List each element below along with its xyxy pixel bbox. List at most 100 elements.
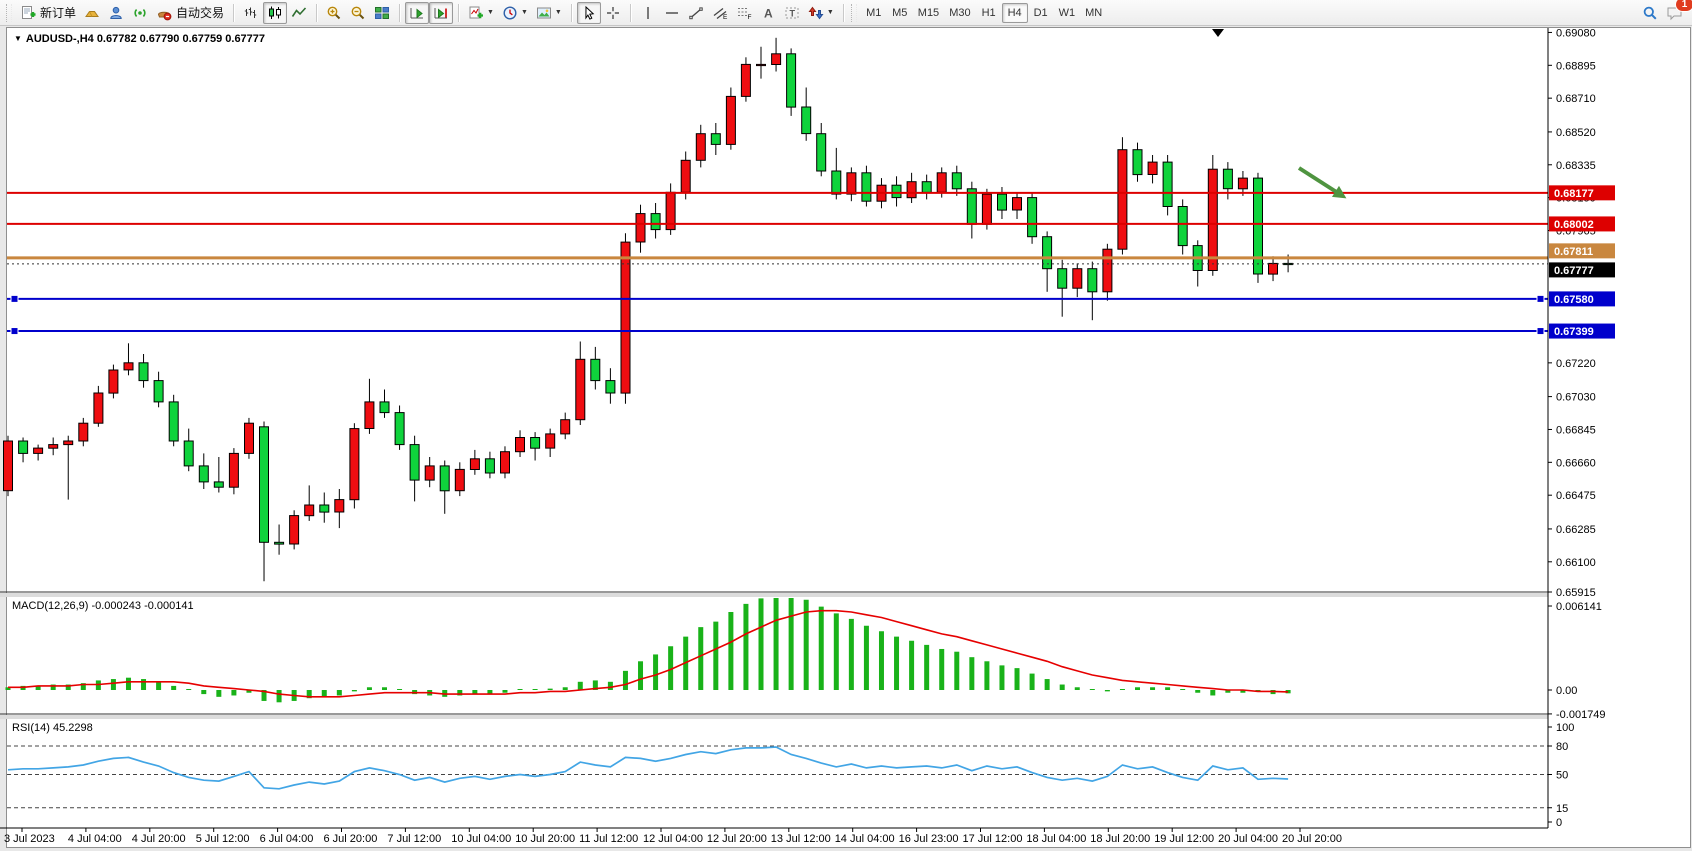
candle-body xyxy=(1072,268,1083,289)
candle-body xyxy=(1087,268,1098,293)
templates-button[interactable]: ▼ xyxy=(532,2,566,24)
toolbar-separator xyxy=(570,3,572,22)
price-level-label-text: 0.68002 xyxy=(1554,219,1594,231)
timeframe-d1-button[interactable]: D1 xyxy=(1033,6,1048,19)
text-label-button[interactable]: T xyxy=(780,2,804,24)
candle-body xyxy=(1132,149,1143,176)
candle-body xyxy=(454,468,465,492)
timeframe-m30-button[interactable]: M30 xyxy=(949,6,971,19)
toolbar-separator xyxy=(316,3,318,22)
time-axis-label: 6 Jul 04:00 xyxy=(260,833,314,845)
svg-text:T: T xyxy=(789,8,795,18)
candle-body xyxy=(771,53,782,65)
periods-button[interactable]: ▼ xyxy=(498,2,532,24)
candle-body xyxy=(861,172,872,202)
chart-window[interactable] xyxy=(6,27,1691,848)
bid-price-label xyxy=(1549,262,1615,278)
line-handle[interactable] xyxy=(1536,327,1545,336)
cursor-button[interactable] xyxy=(576,1,601,24)
price-tick-label: 0.66475 xyxy=(1556,490,1596,502)
price-tick-label: 0.67220 xyxy=(1556,358,1596,370)
macd-axis-label: 0.00 xyxy=(1556,685,1577,697)
chart-shift-icon xyxy=(433,5,449,21)
arrow-annotation[interactable] xyxy=(1297,166,1340,195)
indicators-button[interactable]: ▼ xyxy=(464,2,498,24)
auto-scroll-button[interactable] xyxy=(405,1,430,24)
candle-body xyxy=(319,504,330,513)
panel-separator-band[interactable] xyxy=(0,715,1548,719)
zoom-out-icon xyxy=(350,5,366,21)
timeframe-m1-button[interactable]: M1 xyxy=(866,6,882,19)
signals-button[interactable] xyxy=(128,2,152,24)
price-level-label-text: 0.67580 xyxy=(1554,294,1594,306)
line-handle[interactable] xyxy=(1536,294,1545,303)
rsi-axis-label: 0 xyxy=(1556,817,1562,829)
timeframe-w1-button[interactable]: W1 xyxy=(1058,6,1076,19)
candle-body xyxy=(228,452,239,488)
zoom-out-button[interactable] xyxy=(346,2,370,24)
candle-body xyxy=(33,447,44,454)
trendline-button[interactable] xyxy=(684,2,708,24)
candle-body xyxy=(138,362,149,382)
time-axis-label: 3 Jul 2023 xyxy=(4,833,55,845)
timeframe-mn-button[interactable]: MN xyxy=(1085,6,1103,19)
timeframe-h4-button[interactable]: H4 xyxy=(1001,2,1028,23)
timeframe-m15-button[interactable]: M15 xyxy=(917,6,940,19)
fibonacci-retracement-icon: F xyxy=(736,5,752,21)
vertical-line-button[interactable] xyxy=(636,2,660,24)
zoom-in-button[interactable] xyxy=(322,2,346,24)
timeframe-m5-button[interactable]: M5 xyxy=(892,6,908,19)
autotrading-button[interactable]: 自动交易 xyxy=(152,2,228,24)
gold-chart-icon xyxy=(84,5,100,21)
candle-body xyxy=(409,444,420,481)
svg-text:E: E xyxy=(723,14,728,21)
community-button[interactable] xyxy=(104,2,128,24)
toolbar-separator xyxy=(842,3,844,22)
horizontal-line-button[interactable] xyxy=(660,2,684,24)
candle-body xyxy=(424,465,435,481)
gold-chart-button[interactable] xyxy=(80,2,104,24)
bar-chart-mode-icon xyxy=(243,5,259,21)
candlestick-chart-mode-button[interactable] xyxy=(263,1,288,24)
macd-indicator-label: MACD(12,26,9) -0.000243 -0.000141 xyxy=(12,600,194,612)
chart-shift-button[interactable] xyxy=(429,1,454,24)
time-axis-label: 20 Jul 04:00 xyxy=(1218,833,1278,845)
fibonacci-retracement-button[interactable]: F xyxy=(732,2,756,24)
candle-body xyxy=(530,437,541,449)
line-chart-mode-button[interactable] xyxy=(287,2,311,24)
line-handle[interactable] xyxy=(10,294,19,303)
candle-body xyxy=(515,437,525,453)
zoom-in-icon xyxy=(326,5,342,21)
equidistant-channel-button[interactable]: E xyxy=(708,2,732,24)
svg-text:F: F xyxy=(747,14,751,21)
price-level-label xyxy=(1549,243,1615,259)
candle-body xyxy=(18,440,29,454)
auto-scroll-icon xyxy=(409,5,425,21)
templates-dropdown-icon[interactable]: ▼ xyxy=(554,9,562,16)
tile-windows-icon xyxy=(374,5,390,21)
candle-body xyxy=(1222,168,1233,190)
arrows-button[interactable]: ▼ xyxy=(804,2,838,24)
candle-body xyxy=(575,358,586,421)
time-axis-label: 12 Jul 20:00 xyxy=(707,833,767,845)
macd-axis-label: -0.001749 xyxy=(1556,709,1606,721)
text-button[interactable]: A xyxy=(756,2,780,24)
tile-windows-button[interactable] xyxy=(370,2,394,24)
timeframe-h1-button[interactable]: H1 xyxy=(981,6,996,19)
periods-dropdown-icon[interactable]: ▼ xyxy=(520,9,528,16)
candle-body xyxy=(590,358,601,382)
panel-separator-band[interactable] xyxy=(0,593,1548,597)
price-tick-label: 0.69080 xyxy=(1556,27,1596,39)
candle-body xyxy=(1057,268,1068,289)
collapse-triangle-icon[interactable]: ▼ xyxy=(14,34,22,43)
candle-body xyxy=(304,504,315,517)
bar-chart-mode-button[interactable] xyxy=(239,2,263,24)
search-button[interactable] xyxy=(1638,2,1662,24)
indicators-dropdown-icon[interactable]: ▼ xyxy=(487,9,494,16)
crosshair-button[interactable] xyxy=(601,2,625,24)
new-order-button[interactable]: 新订单 xyxy=(16,2,80,24)
arrows-dropdown-icon[interactable]: ▼ xyxy=(826,9,834,16)
price-tick-label: 0.67030 xyxy=(1556,392,1596,404)
line-handle[interactable] xyxy=(10,327,19,336)
